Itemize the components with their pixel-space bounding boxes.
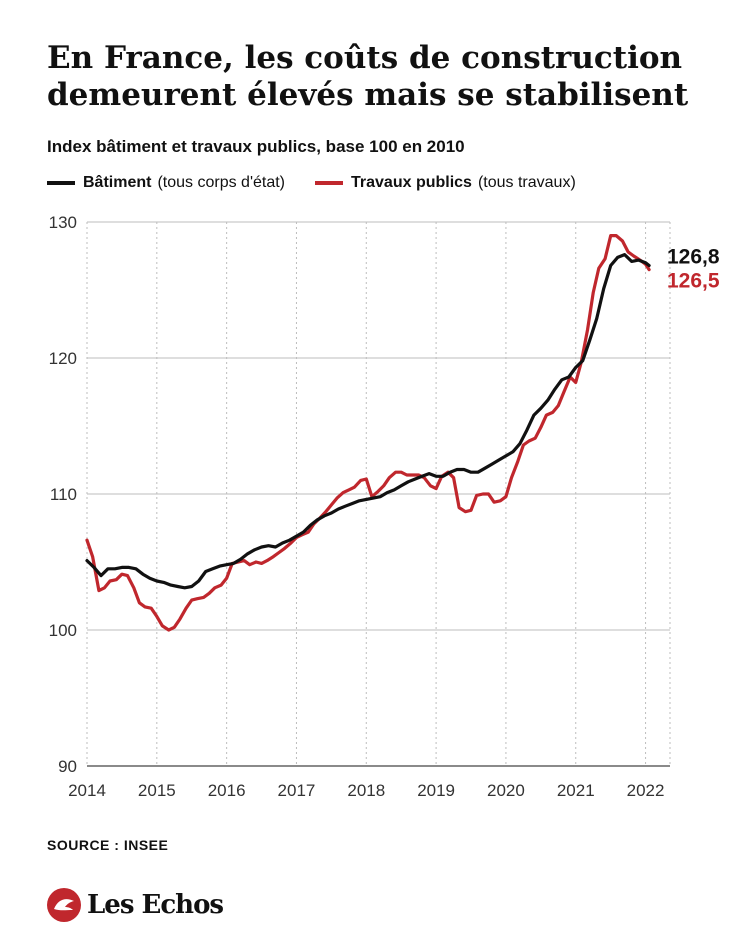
- x-tick-label: 2020: [487, 781, 525, 800]
- legend: Bâtiment (tous corps d'état) Travaux pub…: [47, 174, 606, 192]
- y-tick-label: 120: [49, 349, 77, 368]
- x-tick-label: 2021: [557, 781, 595, 800]
- x-tick-label: 2019: [417, 781, 455, 800]
- legend-swatch-travaux: [315, 181, 344, 185]
- x-tick-label: 2016: [208, 781, 246, 800]
- source-note: SOURCE : INSEE: [47, 837, 169, 853]
- x-tick-label: 2014: [68, 781, 106, 800]
- legend-item-batiment: Bâtiment (tous corps d'état): [47, 174, 285, 192]
- legend-label-travaux: Travaux publics: [351, 174, 472, 191]
- end-label-batiment: 126,8: [667, 246, 720, 269]
- legend-item-travaux: Travaux publics (tous travaux): [315, 174, 576, 192]
- y-tick-label: 90: [58, 757, 77, 776]
- x-tick-label: 2015: [138, 781, 176, 800]
- x-tick-label: 2017: [278, 781, 316, 800]
- series-line-batiment: [85, 253, 651, 590]
- x-tick-label: 2018: [347, 781, 385, 800]
- brand-emblem-icon: [47, 888, 81, 922]
- legend-note-batiment: (tous corps d'état): [157, 174, 286, 191]
- series-line-travaux: [85, 234, 651, 632]
- chart-title: En France, les coûts de construction dem…: [47, 40, 689, 113]
- axes: 90 100 110 120 130 2014 2015 2016 2017 2018 2019 20…: [49, 213, 670, 800]
- series: [85, 234, 651, 632]
- brand-name: Les Echos: [87, 890, 224, 920]
- line-chart: 90 100 110 120 130 2014 2015 2016 2017 2018 2019 20…: [49, 213, 720, 800]
- y-tick-label: 130: [49, 213, 77, 232]
- x-tick-label: 2022: [627, 781, 665, 800]
- chart-subtitle: Index bâtiment et travaux publics, base …: [47, 137, 465, 156]
- y-tick-label: 100: [49, 621, 77, 640]
- grid: [86, 221, 671, 766]
- legend-swatch-batiment: [47, 181, 75, 185]
- legend-note-travaux: (tous travaux): [477, 174, 576, 191]
- y-tick-label: 110: [50, 485, 77, 504]
- end-label-travaux: 126,5: [667, 270, 720, 293]
- legend-label-batiment: Bâtiment: [83, 174, 152, 191]
- brand-logo: Les Echos: [47, 888, 224, 922]
